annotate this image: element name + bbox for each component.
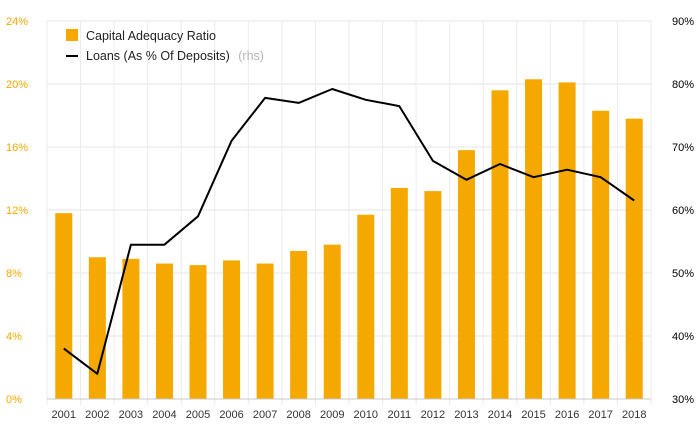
gridlines xyxy=(46,20,652,405)
bar-2012 xyxy=(424,191,442,399)
bar-2003 xyxy=(122,258,140,399)
y-left-tick-label: 0% xyxy=(6,394,22,406)
legend-label-capital-adequacy: Capital Adequacy Ratio xyxy=(86,29,216,43)
bar-2002 xyxy=(88,257,106,399)
x-tick-label: 2002 xyxy=(85,409,109,421)
y-right-tick-label: 90% xyxy=(672,16,694,28)
y-left-tick-label: 4% xyxy=(6,331,22,343)
bar-2005 xyxy=(189,265,207,399)
x-axis: 2001 2002 2003 2004 2005 2006 2007 2008 2009 2010… xyxy=(47,398,651,421)
y-right-tick-label: 80% xyxy=(672,79,694,91)
bar-2010 xyxy=(357,214,375,399)
y-left-tick-label: 12% xyxy=(6,205,28,217)
x-tick-label: 2003 xyxy=(119,409,143,421)
x-tick-label: 2014 xyxy=(488,409,512,421)
x-tick-label: 2009 xyxy=(320,409,344,421)
bar-2013 xyxy=(457,150,475,399)
x-tick-label: 2008 xyxy=(286,409,310,421)
y-left-tick-label: 8% xyxy=(6,268,22,280)
x-tick-label: 2006 xyxy=(219,409,243,421)
bar-2014 xyxy=(491,90,509,400)
x-tick-label: 2010 xyxy=(354,409,378,421)
legend-label-loans: Loans (As % Of Deposits) (rhs) xyxy=(86,47,264,64)
loans-line xyxy=(63,88,635,375)
x-tick-label: 2005 xyxy=(186,409,210,421)
x-tick-label: 2015 xyxy=(521,409,545,421)
bar-2008 xyxy=(290,250,308,399)
y-left-tick-label: 24% xyxy=(6,16,28,28)
x-tick-label: 2004 xyxy=(152,409,176,421)
y-right-tick-label: 40% xyxy=(672,331,694,343)
bar-2006 xyxy=(223,260,241,399)
bar-2001 xyxy=(55,213,73,399)
x-tick-label: 2012 xyxy=(421,409,445,421)
bar-series xyxy=(55,79,643,400)
y-right-tick-label: 30% xyxy=(672,394,694,406)
x-tick-label: 2013 xyxy=(454,409,478,421)
y-right-tick-label: 70% xyxy=(672,142,694,154)
bar-2004 xyxy=(155,263,173,399)
legend-label-loans-name: Loans (As % Of Deposits) xyxy=(86,49,230,63)
x-tick-label: 2016 xyxy=(555,409,579,421)
x-tick-label: 2007 xyxy=(253,409,277,421)
bar-2011 xyxy=(390,187,408,399)
y-left-tick-label: 16% xyxy=(6,142,28,154)
x-tick-label: 2001 xyxy=(52,409,76,421)
bar-2017 xyxy=(592,110,610,400)
x-tick-label: 2017 xyxy=(588,409,612,421)
line-series xyxy=(63,88,635,375)
x-tick-label: 2018 xyxy=(622,409,646,421)
legend-label-loans-suffix: (rhs) xyxy=(238,49,264,63)
y-right-tick-label: 50% xyxy=(672,268,694,280)
x-tick-label: 2011 xyxy=(388,409,412,421)
bar-2015 xyxy=(525,79,543,400)
y-right-tick-label: 60% xyxy=(672,205,694,217)
bar-2018 xyxy=(625,118,643,400)
bar-2007 xyxy=(256,263,274,399)
bar-2016 xyxy=(558,82,576,400)
legend-swatch-capital-adequacy xyxy=(66,29,78,41)
y-axis-right: 30% 40% 50% 60% 70% 80% 90% xyxy=(672,16,694,406)
bar-2009 xyxy=(323,244,341,399)
y-axis-left: 0% 4% 8% 12% 16% 20% 24% xyxy=(6,16,28,406)
y-left-tick-label: 20% xyxy=(6,79,28,91)
legend: Capital Adequacy Ratio Loans (As % Of De… xyxy=(66,29,264,64)
